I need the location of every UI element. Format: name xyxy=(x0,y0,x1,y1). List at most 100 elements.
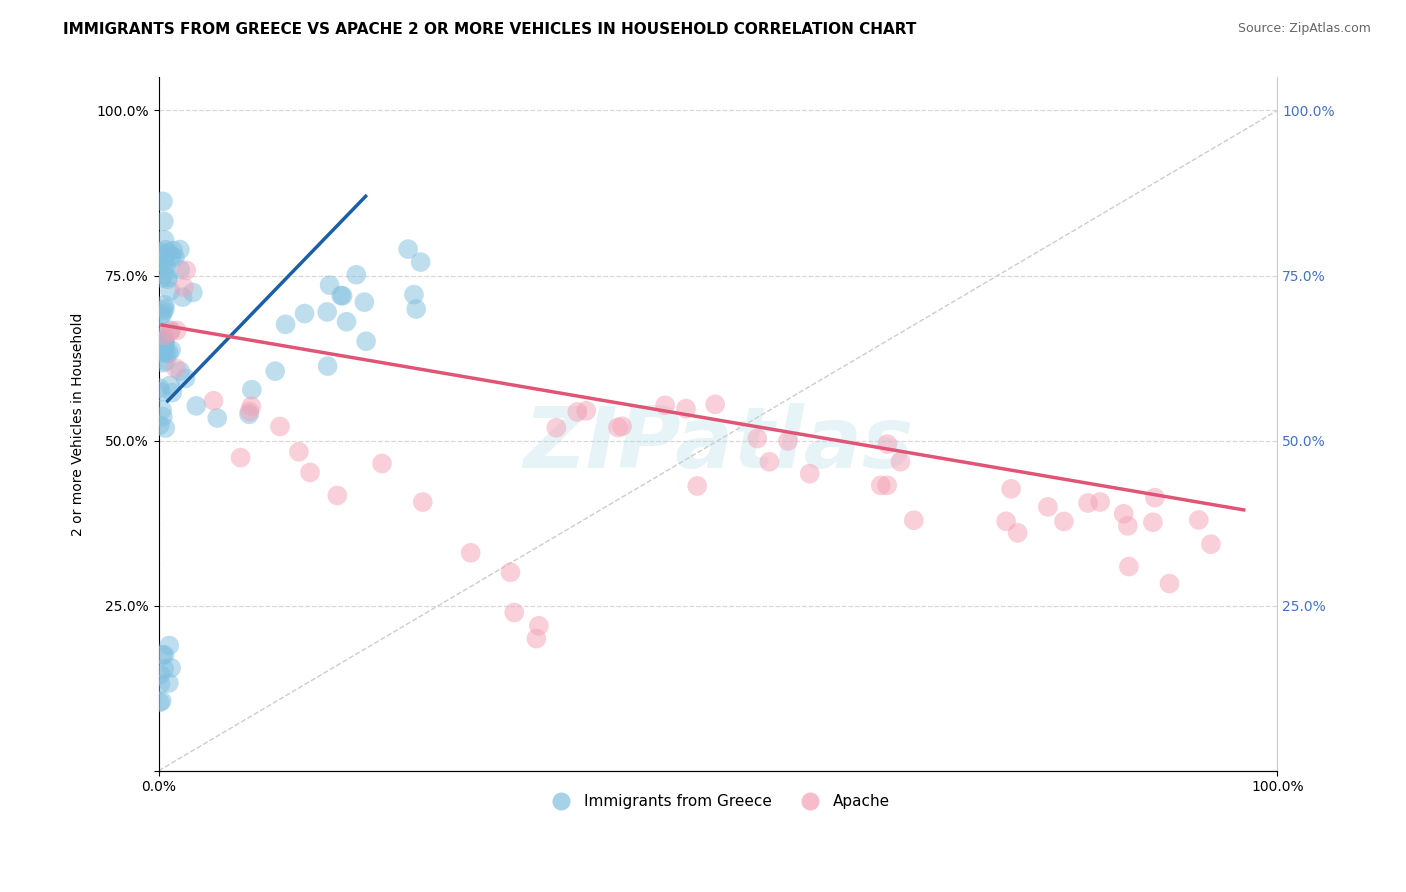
Point xyxy=(1053,515,1076,529)
Point xyxy=(799,467,821,481)
Point xyxy=(150,345,173,359)
Point xyxy=(153,301,176,316)
Point xyxy=(610,419,633,434)
Point xyxy=(149,381,172,395)
Point xyxy=(354,334,377,349)
Point xyxy=(155,354,177,368)
Point xyxy=(166,323,188,337)
Point xyxy=(326,488,349,502)
Point xyxy=(294,307,316,321)
Y-axis label: 2 or more Vehicles in Household: 2 or more Vehicles in Household xyxy=(72,312,86,536)
Point xyxy=(316,305,339,319)
Point xyxy=(503,606,526,620)
Point xyxy=(149,677,172,691)
Point xyxy=(162,385,184,400)
Point xyxy=(149,418,172,433)
Point xyxy=(159,323,181,337)
Point xyxy=(169,364,191,378)
Point xyxy=(152,194,174,209)
Point xyxy=(176,263,198,277)
Point xyxy=(149,310,172,324)
Point xyxy=(229,450,252,465)
Point xyxy=(150,271,173,285)
Point xyxy=(149,245,172,260)
Point xyxy=(150,335,173,350)
Point xyxy=(396,242,419,256)
Point xyxy=(159,378,181,392)
Point xyxy=(150,339,173,353)
Point xyxy=(1088,495,1111,509)
Text: IMMIGRANTS FROM GREECE VS APACHE 2 OR MORE VEHICLES IN HOUSEHOLD CORRELATION CHA: IMMIGRANTS FROM GREECE VS APACHE 2 OR MO… xyxy=(63,22,917,37)
Point xyxy=(202,393,225,408)
Point xyxy=(153,662,176,676)
Point xyxy=(499,566,522,580)
Point xyxy=(402,287,425,301)
Point xyxy=(524,632,547,646)
Point xyxy=(332,289,354,303)
Point xyxy=(153,214,176,228)
Text: ZIPatlas: ZIPatlas xyxy=(523,403,912,486)
Point xyxy=(172,290,194,304)
Point xyxy=(153,344,176,359)
Point xyxy=(152,249,174,263)
Point xyxy=(174,371,197,385)
Point xyxy=(169,243,191,257)
Point xyxy=(1036,500,1059,514)
Point xyxy=(405,301,427,316)
Point xyxy=(149,338,172,352)
Point xyxy=(152,254,174,268)
Point xyxy=(240,383,263,397)
Point xyxy=(181,285,204,300)
Point xyxy=(238,404,260,418)
Point xyxy=(575,404,598,418)
Point xyxy=(607,420,630,434)
Point xyxy=(155,337,177,351)
Text: Source: ZipAtlas.com: Source: ZipAtlas.com xyxy=(1237,22,1371,36)
Point xyxy=(155,243,177,257)
Point xyxy=(156,346,179,360)
Point xyxy=(330,288,353,302)
Point xyxy=(1142,515,1164,529)
Point xyxy=(159,284,181,298)
Point xyxy=(153,337,176,351)
Point xyxy=(153,255,176,269)
Point xyxy=(1188,513,1211,527)
Point xyxy=(758,455,780,469)
Point xyxy=(173,280,195,294)
Point xyxy=(335,315,357,329)
Point xyxy=(1116,519,1139,533)
Point xyxy=(776,434,799,448)
Point xyxy=(686,479,709,493)
Point xyxy=(546,421,568,435)
Point xyxy=(269,419,291,434)
Point xyxy=(186,399,208,413)
Point xyxy=(157,270,180,285)
Point xyxy=(299,466,322,480)
Legend: Immigrants from Greece, Apache: Immigrants from Greece, Apache xyxy=(540,788,896,815)
Point xyxy=(1000,482,1022,496)
Point xyxy=(274,318,297,332)
Point xyxy=(162,244,184,258)
Point xyxy=(153,298,176,312)
Point xyxy=(1112,507,1135,521)
Point xyxy=(747,432,769,446)
Point xyxy=(157,676,180,690)
Point xyxy=(149,253,172,268)
Point xyxy=(318,278,340,293)
Point xyxy=(207,411,229,425)
Point xyxy=(149,325,172,339)
Point xyxy=(155,421,177,435)
Point xyxy=(654,398,676,412)
Point xyxy=(264,364,287,378)
Point xyxy=(152,268,174,282)
Point xyxy=(152,307,174,321)
Point xyxy=(157,245,180,260)
Point xyxy=(152,648,174,662)
Point xyxy=(152,303,174,318)
Point xyxy=(889,455,911,469)
Point xyxy=(157,346,180,360)
Point xyxy=(1143,491,1166,505)
Point xyxy=(240,399,263,413)
Point xyxy=(412,495,434,509)
Point xyxy=(160,343,183,357)
